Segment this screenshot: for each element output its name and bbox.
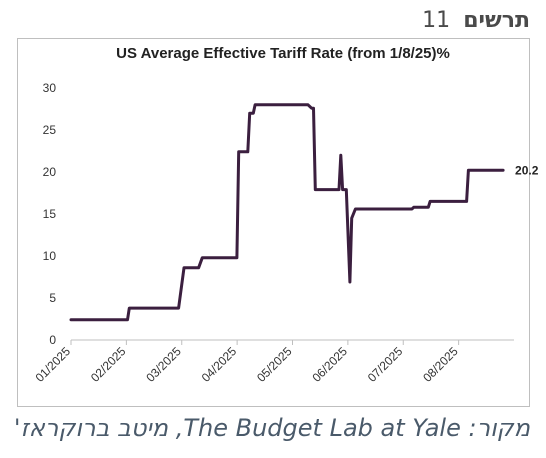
x-tick-label: 08/2025 (420, 344, 461, 385)
x-tick-label: 06/2025 (309, 344, 350, 385)
y-tick-label: 25 (43, 123, 57, 137)
x-tick-label: 05/2025 (254, 344, 295, 385)
y-tick-label: 0 (49, 333, 56, 347)
x-tick-label: 01/2025 (33, 344, 74, 385)
chart-frame (17, 38, 530, 407)
figure-heading-number: 11 (422, 8, 451, 33)
x-tick-label: 02/2025 (88, 344, 129, 385)
x-tick-label: 03/2025 (143, 344, 184, 385)
series-layer: 20.2 (69, 103, 539, 322)
chart-title: US Average Effective Tariff Rate (from 1… (116, 45, 450, 62)
y-tick-label: 30 (43, 81, 57, 95)
x-tick-label: 04/2025 (199, 344, 240, 385)
y-tick-label: 10 (43, 249, 57, 263)
source-note: מקור: The Budget Lab at Yale, מיטב ברוקר… (13, 414, 530, 442)
y-tick-label: 20 (43, 165, 57, 179)
series-line (69, 103, 505, 322)
end-value-label: 20.2 (515, 163, 539, 177)
figure-heading: תרשים 11 (422, 8, 530, 33)
x-tick-label: 07/2025 (365, 344, 406, 385)
y-tick-label: 15 (43, 207, 57, 221)
y-axis: 0 5 10 15 20 25 30 (43, 81, 57, 347)
figure-heading-word: תרשים (463, 8, 530, 33)
y-tick-label: 5 (49, 291, 56, 305)
x-axis: 01/2025 02/2025 03/2025 04/2025 05/2025 06/20… (33, 339, 514, 385)
